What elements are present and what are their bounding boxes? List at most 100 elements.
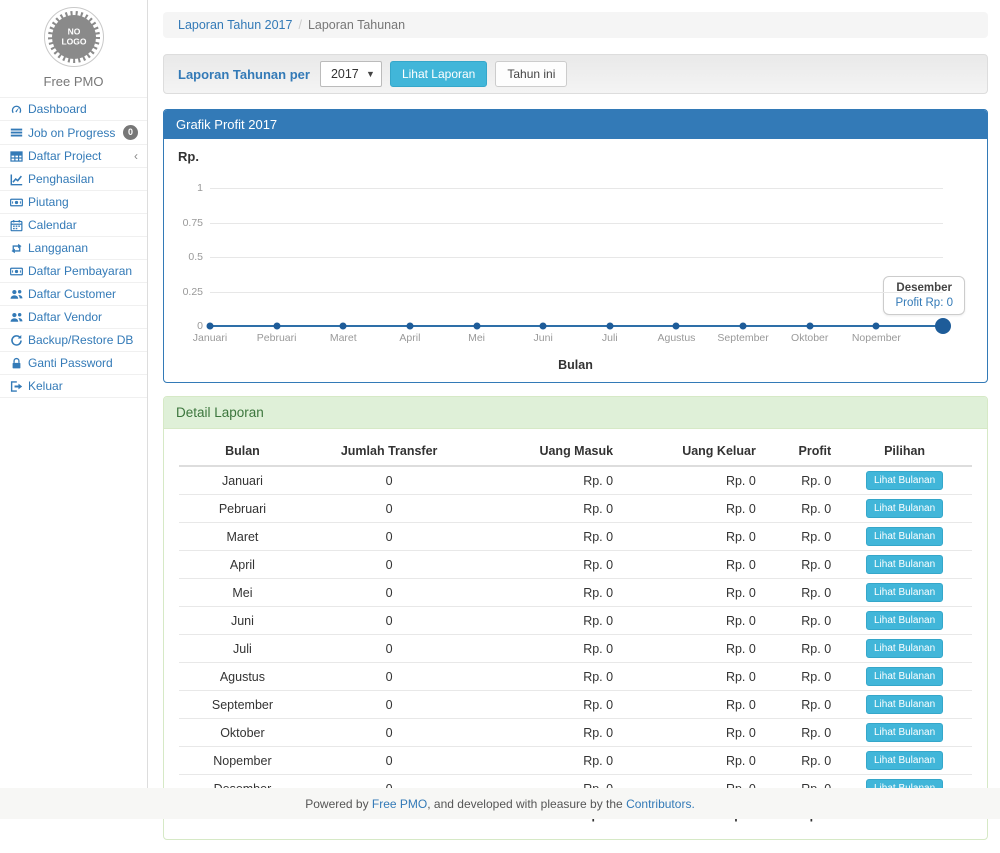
- sidebar-item-keluar[interactable]: Keluar: [0, 374, 147, 397]
- main-content: Laporan Tahun 2017 / Laporan Tahunan Lapor…: [149, 0, 1000, 853]
- table-row: Juni 0 Rp. 0 Rp. 0 Rp. 0 Lihat Bulanan: [179, 606, 972, 635]
- data-point-juli[interactable]: [606, 322, 614, 330]
- data-point-juni[interactable]: [539, 322, 547, 330]
- caret-down-icon: ▼: [366, 69, 375, 79]
- tooltip-month: Desember: [896, 282, 953, 294]
- lihat-bulanan-button[interactable]: Lihat Bulanan: [865, 751, 944, 770]
- free-pmo-link[interactable]: Free PMO: [371, 796, 428, 811]
- detail-panel-body: Bulan Jumlah Transfer Uang Masuk Uang Kelua…: [164, 429, 987, 839]
- sidebar-item-dashboard[interactable]: Dashboard: [0, 97, 147, 120]
- table-cell: Rp. 0: [472, 662, 620, 691]
- data-point-maret[interactable]: [339, 322, 347, 330]
- sidebar-item-label: Job on Progress: [28, 125, 116, 140]
- sidebar-item-penghasilan[interactable]: Penghasilan: [0, 167, 147, 190]
- lihat-bulanan-button[interactable]: Lihat Bulanan: [865, 583, 944, 602]
- users-icon: [9, 311, 23, 324]
- table-cell: September: [179, 690, 306, 719]
- lihat-bulanan-button[interactable]: Lihat Bulanan: [865, 499, 944, 518]
- sidebar-item-ganti-password[interactable]: Ganti Password: [0, 351, 147, 374]
- sidebar-item-label: Daftar Vendor: [28, 310, 103, 324]
- data-point-desember[interactable]: [935, 318, 951, 334]
- lihat-bulanan-button[interactable]: Lihat Bulanan: [865, 723, 944, 742]
- data-point-agustus[interactable]: [672, 322, 680, 330]
- table-cell: April: [179, 550, 306, 579]
- x-tick-label: April: [399, 332, 421, 344]
- lihat-bulanan-button[interactable]: Lihat Bulanan: [865, 667, 944, 686]
- data-point-april[interactable]: [406, 322, 414, 330]
- table-cell: Rp. 0: [761, 522, 838, 551]
- table-cell: Rp. 0: [619, 718, 762, 747]
- data-point-nopember[interactable]: [872, 322, 880, 330]
- table-cell-action: Lihat Bulanan: [837, 634, 972, 663]
- lihat-bulanan-button[interactable]: Lihat Bulanan: [865, 527, 944, 546]
- sidebar-item-daftar-project[interactable]: Daftar Project ‹: [0, 144, 147, 167]
- brand-name: Free PMO: [43, 74, 104, 89]
- table-cell: Rp. 0: [761, 718, 838, 747]
- sidebar-item-daftar-customer[interactable]: Daftar Customer: [0, 282, 147, 305]
- sidebar-item-job-on-progress[interactable]: Job on Progress 0: [0, 120, 147, 144]
- y-tick-label: 0: [197, 320, 203, 332]
- table-cell: Rp. 0: [472, 522, 620, 551]
- table-cell: Rp. 0: [761, 494, 838, 523]
- table-row: Maret 0 Rp. 0 Rp. 0 Rp. 0 Lihat Bulanan: [179, 522, 972, 551]
- table-icon: [9, 150, 23, 163]
- table-cell: Rp. 0: [761, 550, 838, 579]
- profit-series-line: [210, 325, 943, 327]
- profit-line-chart: Rp. Desember Profit Rp: 0 0 0.25 0.5 0.75 1 …: [164, 139, 987, 382]
- sidebar-item-daftar-vendor[interactable]: Daftar Vendor: [0, 305, 147, 328]
- lihat-bulanan-button[interactable]: Lihat Bulanan: [865, 471, 944, 490]
- lihat-bulanan-button[interactable]: Lihat Bulanan: [865, 555, 944, 574]
- lihat-bulanan-button[interactable]: Lihat Bulanan: [865, 639, 944, 658]
- column-header-bulan: Bulan: [179, 437, 306, 467]
- refresh-icon: [9, 334, 23, 347]
- data-point-oktober[interactable]: [806, 322, 814, 330]
- table-cell: Rp. 0: [761, 662, 838, 691]
- contributors-link[interactable]: Contributors.: [626, 796, 695, 811]
- table-cell: Rp. 0: [619, 662, 762, 691]
- users-icon: [9, 288, 23, 301]
- year-select[interactable]: 2017 ▼: [319, 61, 382, 87]
- table-cell: Rp. 0: [761, 746, 838, 775]
- lihat-laporan-button[interactable]: Lihat Laporan: [389, 61, 488, 87]
- table-cell: 0: [305, 522, 473, 551]
- table-cell: 0: [305, 690, 473, 719]
- sidebar-item-daftar-pembayaran[interactable]: Daftar Pembayaran: [0, 259, 147, 282]
- table-cell: Rp. 0: [472, 746, 620, 775]
- table-cell-action: Lihat Bulanan: [837, 578, 972, 607]
- table-cell: Rp. 0: [472, 550, 620, 579]
- table-cell-action: Lihat Bulanan: [837, 550, 972, 579]
- table-cell: Pebruari: [179, 494, 306, 523]
- table-cell: Rp. 0: [761, 606, 838, 635]
- breadcrumb-link-laporan-tahun[interactable]: Laporan Tahun 2017: [178, 18, 293, 32]
- table-row: Mei 0 Rp. 0 Rp. 0 Rp. 0 Lihat Bulanan: [179, 578, 972, 607]
- lihat-bulanan-button[interactable]: Lihat Bulanan: [865, 695, 944, 714]
- table-cell: 0: [305, 634, 473, 663]
- data-point-januari[interactable]: [206, 322, 214, 330]
- tachometer-icon: [9, 103, 23, 116]
- x-tick-label: Nopember: [851, 332, 901, 344]
- table-cell: Juni: [179, 606, 306, 635]
- table-row: Oktober 0 Rp. 0 Rp. 0 Rp. 0 Lihat Bulanan: [179, 718, 972, 747]
- data-point-pebruari[interactable]: [273, 322, 281, 330]
- table-cell: 0: [305, 746, 473, 775]
- sidebar-item-label: Dashboard: [28, 102, 87, 116]
- table-cell: Oktober: [179, 718, 306, 747]
- y-tick-label: 0.75: [182, 216, 203, 229]
- table-row: September 0 Rp. 0 Rp. 0 Rp. 0 Lihat Bulanan: [179, 690, 972, 719]
- breadcrumb-separator: /: [298, 18, 302, 32]
- sidebar-item-langganan[interactable]: Langganan: [0, 236, 147, 259]
- table-row: April 0 Rp. 0 Rp. 0 Rp. 0 Lihat Bulanan: [179, 550, 972, 579]
- sidebar-item-backup-restore-db[interactable]: Backup/Restore DB: [0, 328, 147, 351]
- table-cell-action: Lihat Bulanan: [837, 746, 972, 775]
- x-tick-label: Juni: [533, 332, 553, 344]
- data-point-september[interactable]: [739, 322, 747, 330]
- data-point-mei[interactable]: [473, 322, 481, 330]
- sidebar-item-calendar[interactable]: Calendar: [0, 213, 147, 236]
- table-row: Januari 0 Rp. 0 Rp. 0 Rp. 0 Lihat Bulanan: [179, 466, 972, 495]
- sidebar-item-piutang[interactable]: Piutang: [0, 190, 147, 213]
- table-cell: Rp. 0: [472, 606, 620, 635]
- lihat-bulanan-button[interactable]: Lihat Bulanan: [865, 611, 944, 630]
- gridline: [210, 188, 943, 189]
- table-cell-action: Lihat Bulanan: [837, 606, 972, 635]
- tahun-ini-button[interactable]: Tahun ini: [495, 61, 568, 87]
